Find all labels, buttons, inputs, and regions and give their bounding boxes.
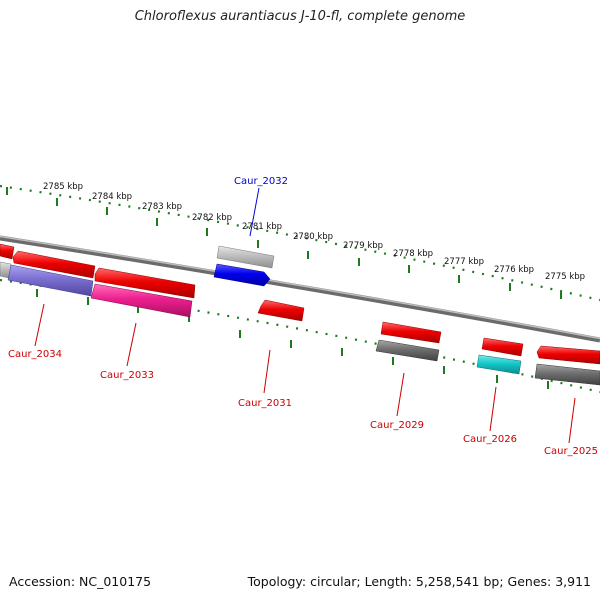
gene-label-caur-2031[interactable]: Caur_2031 xyxy=(238,398,292,409)
genome-backbone-highlight xyxy=(0,235,600,340)
inner-scale-ruler xyxy=(0,278,600,394)
scale-label-2775: 2775 kbp xyxy=(545,272,585,282)
outer-major-ticks xyxy=(6,187,562,299)
gene-arrow-red xyxy=(257,299,305,322)
gene-arrow-light-gray xyxy=(216,245,275,269)
scale-label-2783: 2783 kbp xyxy=(142,202,182,212)
scale-label-2782: 2782 kbp xyxy=(192,213,232,223)
leader-caur-2033 xyxy=(126,322,137,367)
genome-backbone xyxy=(0,235,600,343)
gene-arrow-pink xyxy=(90,283,193,318)
scale-label-2780: 2780 kbp xyxy=(293,232,333,242)
leader-caur-2026 xyxy=(489,386,497,432)
scale-label-2785: 2785 kbp xyxy=(43,182,83,192)
gene-arrow-red xyxy=(481,337,524,357)
scale-label-2779: 2779 kbp xyxy=(343,241,383,251)
gene-arrow-red xyxy=(94,267,196,299)
gene-label-caur-2033[interactable]: Caur_2033 xyxy=(100,370,154,381)
inner-major-ticks xyxy=(36,289,549,389)
scale-label-2777: 2777 kbp xyxy=(444,257,484,267)
gene-arrow-red xyxy=(12,250,96,279)
gene-arrow-purple xyxy=(7,264,94,297)
gene-arrow-red xyxy=(536,345,600,365)
leader-caur-2029 xyxy=(396,372,405,417)
scale-labels: 2785 kbp 2784 kbp 2783 kbp 2782 kbp 2781… xyxy=(43,182,585,282)
gene-arrow-cyan xyxy=(476,354,522,375)
leader-caur-2031 xyxy=(263,349,271,394)
gene-label-caur-2034[interactable]: Caur_2034 xyxy=(8,349,62,360)
scale-label-2784: 2784 kbp xyxy=(92,192,132,202)
label-leader-lines xyxy=(34,187,576,444)
accession-text: Accession: NC_010175 xyxy=(9,574,152,589)
gene-arrow-red xyxy=(0,243,15,260)
gene-labels: Caur_2032 Caur_2034 Caur_2033 Caur_2031 … xyxy=(8,176,598,457)
genome-summary-text: Topology: circular; Length: 5,258,541 bp… xyxy=(247,574,591,589)
gene-arrow-blue xyxy=(213,263,271,287)
leader-caur-2034 xyxy=(34,303,45,347)
map-title: Chloroflexus aurantiacus J-10-fl, comple… xyxy=(134,9,466,24)
gene-label-caur-2032[interactable]: Caur_2032 xyxy=(234,176,288,187)
gene-arrow-gray xyxy=(534,363,600,386)
scale-label-2776: 2776 kbp xyxy=(494,265,534,275)
scale-label-2778: 2778 kbp xyxy=(393,249,433,259)
leader-caur-2032 xyxy=(249,187,260,237)
leader-caur-2025 xyxy=(568,397,576,444)
gene-arrow-red xyxy=(380,321,442,344)
gene-arrow-gray xyxy=(375,339,440,362)
scale-label-2781: 2781 kbp xyxy=(242,222,282,232)
gene-label-caur-2025[interactable]: Caur_2025 xyxy=(544,446,598,457)
gene-label-caur-2026[interactable]: Caur_2026 xyxy=(463,434,517,445)
gene-label-caur-2029[interactable]: Caur_2029 xyxy=(370,420,424,431)
